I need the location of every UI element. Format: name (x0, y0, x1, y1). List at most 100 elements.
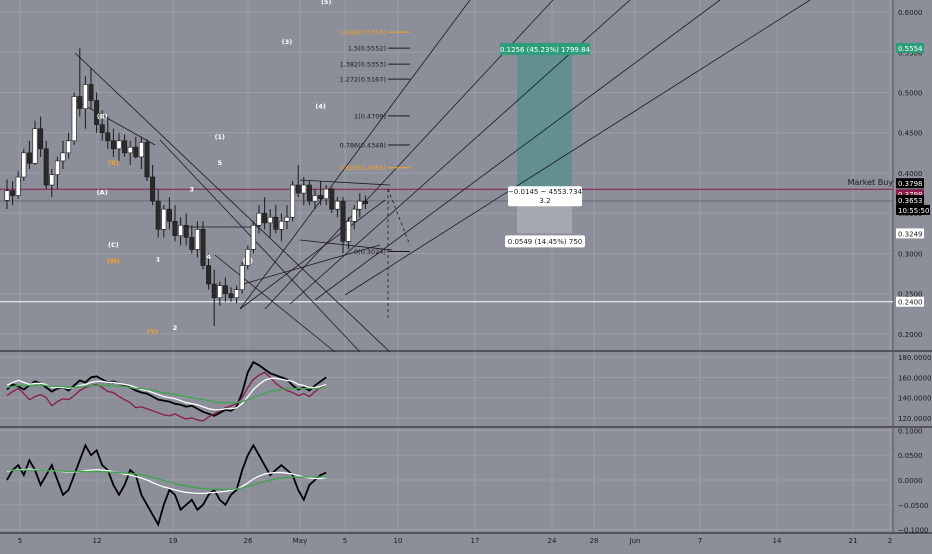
fib-level-label: 1.618(0.5750) (340, 29, 386, 37)
fib-level-label: 1.382(0.5353) (340, 61, 386, 69)
price-tag-label: 0.3653 (898, 197, 923, 205)
indicator-line-maroon (6, 371, 327, 422)
candle-body (295, 184, 301, 194)
time-axis-label: 12 (93, 537, 102, 545)
candle-body (71, 96, 77, 142)
time-axis-label: 10 (394, 537, 403, 545)
trend-line (239, 0, 471, 310)
price-axis-label: 0.6000 (898, 9, 923, 17)
indicator-pane-2[interactable] (6, 443, 327, 527)
candle-body (15, 176, 21, 196)
stop-label-box: 0.0549 (14.45%) 750 (505, 235, 585, 248)
candle-body (362, 200, 368, 204)
fib-level-label: 1.272(0.5167) (340, 76, 386, 84)
price-axis-label: 0.5000 (898, 90, 923, 98)
time-axis-label: 21 (849, 537, 858, 545)
candle-body (278, 220, 284, 230)
trend-line (299, 179, 391, 186)
trend-line (74, 52, 391, 353)
wave-label: (Y) (147, 328, 158, 336)
price-axis-label: 0.5500 (898, 49, 923, 57)
indicator1-axis-label: 140.0000 (898, 395, 931, 403)
indicator-line-green (7, 469, 327, 491)
price-tag-bg (896, 228, 924, 239)
candle-body (155, 200, 161, 230)
price-tag-label: 0.2400 (898, 299, 923, 307)
candle-body (323, 188, 329, 200)
time-axis-label: 19 (169, 537, 178, 545)
time-axis[interactable]: 5 12 19 26 May 5 10 17 24 28 Jun 7 14 21 2 (18, 537, 892, 545)
price-tag-bg (896, 178, 924, 189)
wave-label: (2) (243, 257, 253, 265)
indicator2-axis-label: 0.0500 (898, 452, 923, 460)
candle-body (250, 224, 256, 250)
wave-label: (3) (282, 38, 292, 46)
candle-body (234, 289, 240, 298)
wave-label: 5 (218, 159, 223, 167)
candle-body (166, 208, 172, 222)
time-axis-label: May (293, 537, 307, 545)
candle-body (150, 176, 156, 202)
wave-label: (1) (215, 133, 225, 141)
price-tag-label: 0.5554 (898, 45, 923, 53)
candle-body (43, 148, 49, 186)
grid-lines (0, 0, 932, 534)
time-axis-label: 24 (548, 537, 557, 545)
time-axis-label: 28 (590, 537, 599, 545)
wave-label: (X) (108, 159, 119, 167)
price-axis[interactable]: 0.60000.55000.50000.45000.40000.35000.30… (896, 9, 931, 535)
trend-line (214, 254, 336, 353)
trend-line (159, 139, 361, 353)
indicator-line-white (6, 377, 327, 411)
candle-body (217, 285, 223, 298)
candle-body (273, 216, 279, 230)
candle-body (172, 220, 178, 237)
risk-reward-label: 3.2 (539, 197, 550, 205)
candle-body (228, 293, 234, 298)
wave-label: (C) (108, 241, 119, 249)
price-axis-label: 0.3000 (898, 250, 923, 258)
candle-body (38, 128, 44, 150)
indicator-pane-1[interactable] (6, 360, 327, 422)
indicator2-axis-label: 0.1000 (898, 427, 923, 435)
time-axis-label: 26 (244, 537, 253, 545)
projection-line (387, 188, 411, 246)
time-axis-label: 14 (773, 537, 782, 545)
indicator2-axis-label: 0.0000 (898, 477, 923, 485)
price-axis-label: 0.2000 (898, 331, 923, 339)
time-axis-label: 2 (888, 537, 892, 545)
candle-body (211, 283, 217, 298)
wave-label: (5) (321, 0, 331, 6)
candle-body (183, 224, 189, 238)
candle-body (88, 84, 94, 101)
candle-body (60, 152, 66, 162)
wave-label: (B) (97, 112, 108, 120)
fib-level-label: 0.786(0.4348) (340, 141, 386, 149)
candle-body (357, 200, 363, 210)
candle-body (161, 208, 167, 230)
target-label-box: 0.1256 (45.23%) 1799.84 (500, 42, 591, 55)
candle-body (194, 229, 200, 250)
candle-body (99, 124, 105, 134)
candle-body (127, 146, 133, 154)
price-axis-label: 0.4500 (898, 130, 923, 138)
indicator2-axis-label: −0.1000 (898, 527, 928, 535)
indicator1-axis-label: 120.0000 (898, 415, 931, 423)
stop-label-bg (505, 235, 585, 248)
price-pane[interactable]: Market Buy 1.618(0.5750) 1.5(0.5552) 1.382(… (0, 0, 893, 353)
candle-body (144, 142, 150, 178)
candle-body (105, 132, 111, 142)
candle-body (66, 140, 72, 154)
entry-label: −0.0145 ~ 4553.734 (508, 188, 583, 196)
candle-body (256, 212, 262, 226)
candle-body (32, 128, 38, 164)
indicator1-axis-label: 160.0000 (898, 374, 931, 382)
price-tag-bg (896, 42, 924, 53)
candle-body (301, 184, 307, 194)
fib-level-label: 1(0.4709) (354, 112, 386, 120)
candle-body (122, 140, 128, 154)
candle-body (200, 229, 206, 266)
entry-label-bg (508, 186, 582, 207)
